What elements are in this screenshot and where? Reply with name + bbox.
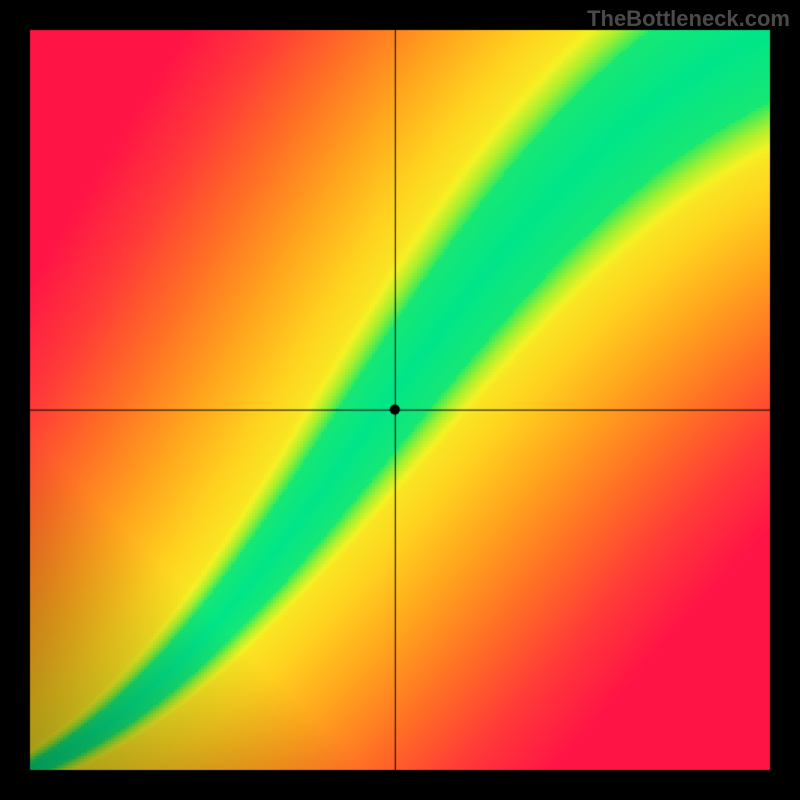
chart-container: TheBottleneck.com (0, 0, 800, 800)
bottleneck-heatmap (0, 0, 800, 800)
watermark-text: TheBottleneck.com (587, 6, 790, 32)
